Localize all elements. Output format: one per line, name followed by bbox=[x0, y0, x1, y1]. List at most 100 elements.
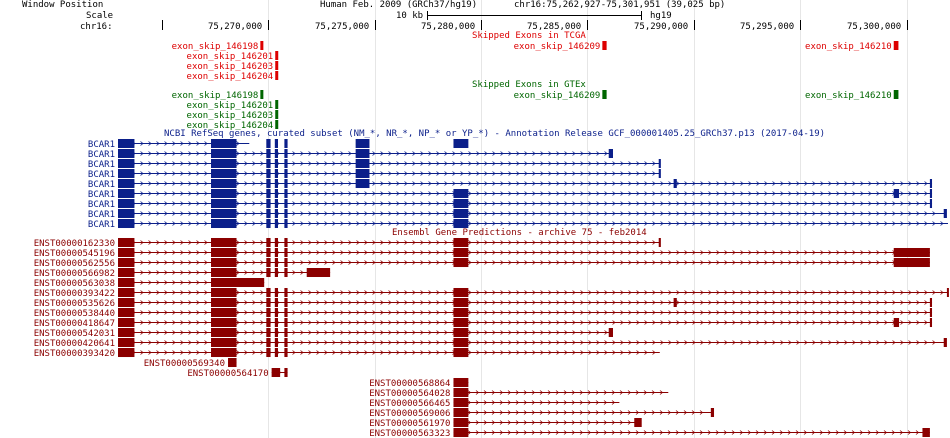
strand-arrow bbox=[164, 240, 168, 245]
strand-arrow bbox=[644, 250, 648, 255]
exon-block bbox=[271, 368, 281, 377]
strand-arrow bbox=[428, 211, 432, 216]
strand-arrow bbox=[380, 161, 384, 166]
strand-arrow bbox=[356, 250, 360, 255]
strand-arrow bbox=[188, 151, 192, 156]
strand-arrow bbox=[476, 250, 480, 255]
strand-arrow bbox=[628, 161, 632, 166]
strand-arrow bbox=[204, 250, 208, 255]
strand-arrow bbox=[332, 350, 336, 355]
strand-arrow bbox=[148, 161, 152, 166]
strand-arrow bbox=[540, 211, 544, 216]
strand-arrow bbox=[860, 290, 864, 295]
strand-arrow bbox=[668, 300, 672, 305]
strand-arrow bbox=[436, 350, 440, 355]
strand-arrow bbox=[484, 250, 488, 255]
strand-arrow bbox=[236, 330, 240, 335]
strand-arrow bbox=[340, 211, 344, 216]
strand-arrow bbox=[580, 260, 584, 265]
strand-arrow bbox=[876, 211, 880, 216]
strand-arrow bbox=[484, 300, 488, 305]
exon-block bbox=[211, 189, 237, 198]
strand-arrow bbox=[244, 181, 248, 186]
strand-arrow bbox=[140, 330, 144, 335]
strand-arrow bbox=[428, 300, 432, 305]
strand-arrow bbox=[404, 320, 408, 325]
strand-arrow bbox=[588, 330, 592, 335]
strand-arrow bbox=[740, 340, 744, 345]
strand-arrow bbox=[716, 300, 720, 305]
ensembl-transcript-label: ENST00000393420 bbox=[34, 349, 115, 359]
strand-arrow bbox=[724, 260, 728, 265]
strand-arrow bbox=[420, 221, 424, 226]
strand-arrow bbox=[236, 300, 240, 305]
strand-arrow bbox=[380, 310, 384, 315]
strand-arrow bbox=[796, 250, 800, 255]
strand-arrow bbox=[156, 151, 160, 156]
strand-arrow bbox=[188, 330, 192, 335]
strand-arrow bbox=[691, 430, 696, 435]
strand-arrow bbox=[892, 300, 896, 305]
strand-arrow bbox=[572, 191, 576, 196]
strand-arrow bbox=[372, 310, 376, 315]
strand-arrow bbox=[652, 240, 656, 245]
strand-arrow bbox=[507, 420, 512, 425]
strand-arrow bbox=[180, 141, 184, 146]
strand-arrow bbox=[380, 191, 384, 196]
ensembl-transcript-label: ENST00000545196 bbox=[34, 249, 115, 259]
strand-arrow bbox=[508, 320, 512, 325]
strand-arrow bbox=[148, 211, 152, 216]
strand-arrow bbox=[604, 181, 608, 186]
strand-arrow bbox=[388, 240, 392, 245]
strand-arrow bbox=[724, 191, 728, 196]
strand-arrow bbox=[412, 201, 416, 206]
strand-arrow bbox=[860, 201, 864, 206]
strand-arrow bbox=[188, 240, 192, 245]
strand-arrow bbox=[500, 191, 504, 196]
strand-arrow bbox=[196, 240, 200, 245]
exon-block bbox=[453, 288, 469, 297]
strand-arrow bbox=[260, 171, 264, 176]
strand-arrow bbox=[324, 260, 328, 265]
strand-arrow bbox=[908, 300, 912, 305]
strand-arrow bbox=[812, 340, 816, 345]
position-label: chr16:75,262,927-75,301,951 (39,025 bp) bbox=[514, 0, 726, 10]
strand-arrow bbox=[180, 290, 184, 295]
strand-arrow bbox=[788, 260, 792, 265]
strand-arrow bbox=[515, 390, 520, 395]
strand-arrow bbox=[404, 211, 408, 216]
strand-arrow bbox=[860, 211, 864, 216]
strand-arrow bbox=[835, 430, 840, 435]
strand-arrow bbox=[540, 330, 544, 335]
strand-arrow bbox=[564, 191, 568, 196]
strand-arrow bbox=[531, 410, 536, 415]
exon-block bbox=[943, 338, 947, 347]
strand-arrow bbox=[916, 211, 920, 216]
exon-block bbox=[266, 318, 271, 327]
strand-arrow bbox=[555, 410, 560, 415]
exon-block bbox=[118, 238, 135, 247]
strand-arrow bbox=[524, 161, 528, 166]
exon-block bbox=[211, 209, 237, 218]
strand-arrow bbox=[612, 181, 616, 186]
strand-arrow bbox=[156, 290, 160, 295]
strand-arrow bbox=[827, 430, 832, 435]
strand-arrow bbox=[508, 250, 512, 255]
strand-arrow bbox=[612, 171, 616, 176]
scale-label: Scale bbox=[86, 11, 114, 21]
strand-arrow bbox=[508, 340, 512, 345]
strand-arrow bbox=[348, 330, 352, 335]
strand-arrow bbox=[540, 310, 544, 315]
strand-arrow bbox=[716, 290, 720, 295]
strand-arrow bbox=[572, 221, 576, 226]
strand-arrow bbox=[332, 201, 336, 206]
strand-arrow bbox=[620, 201, 624, 206]
strand-arrow bbox=[332, 300, 336, 305]
strand-arrow bbox=[604, 151, 608, 156]
strand-arrow bbox=[532, 240, 536, 245]
strand-arrow bbox=[156, 250, 160, 255]
strand-arrow bbox=[740, 250, 744, 255]
strand-arrow bbox=[652, 161, 656, 166]
strand-arrow bbox=[860, 310, 864, 315]
strand-arrow bbox=[180, 340, 184, 345]
